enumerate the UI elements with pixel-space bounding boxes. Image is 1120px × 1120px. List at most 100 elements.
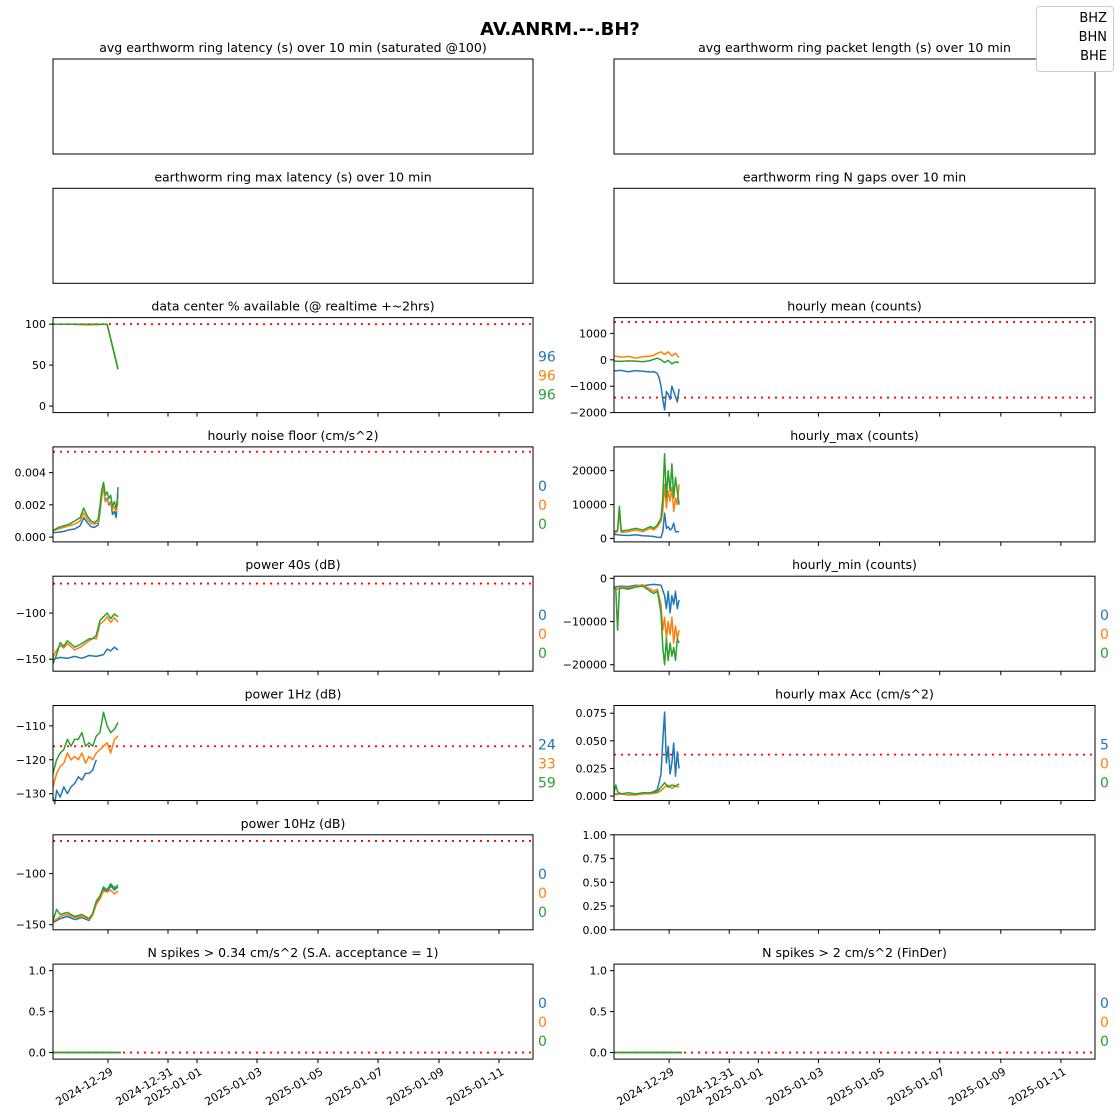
panel-spikes_034: N spikes > 0.34 cm/s^2 (S.A. acceptance … xyxy=(29,945,547,1108)
panel-pct_avail: data center % available (@ realtime +~2h… xyxy=(25,299,556,417)
x-tick-label: 2025-01-07 xyxy=(885,1065,947,1108)
panel-hourly_min: hourly_min (counts) −20000 −10000 0 0 0 0 xyxy=(563,557,1109,676)
series-line-bhn xyxy=(613,483,680,535)
series-line-bhz xyxy=(613,512,680,539)
series-line-bhe xyxy=(52,711,119,774)
side-value-bhz: 0 xyxy=(538,867,547,883)
y-tick-label: 0.25 xyxy=(583,900,608,913)
series-line-bhz xyxy=(613,369,680,411)
panel-title: data center % available (@ realtime +~2h… xyxy=(151,299,434,314)
panel-title: earthworm ring N gaps over 10 min xyxy=(743,169,966,184)
series-line-bhe xyxy=(613,357,680,365)
y-tick-label: −120 xyxy=(16,754,46,767)
panel-power_1hz: power 1Hz (dB) −130 −120 −110 24 33 59 xyxy=(16,687,556,805)
y-tick-label: 0.00 xyxy=(583,924,608,937)
panel-hourly_max_acc: hourly max Acc (cm/s^2) 0.000 0.025 0.050 0.… xyxy=(576,687,1109,805)
y-tick-label: −110 xyxy=(16,720,46,733)
panel-n_gaps: earthworm ring N gaps over 10 min xyxy=(613,169,1096,284)
series-line-bhz xyxy=(52,646,119,660)
x-tick-label: 2025-01-09 xyxy=(946,1065,1008,1108)
side-value-bhe: 0 xyxy=(538,1034,547,1050)
panel-power_10hz: power 10Hz (dB) −150 −100 0 0 0 xyxy=(16,816,547,934)
panel-frame xyxy=(52,187,534,284)
series-line-bhn xyxy=(613,584,680,644)
panel-frame xyxy=(52,575,534,672)
y-tick-label: 0 xyxy=(600,533,607,546)
panel-title: avg earthworm ring latency (s) over 10 m… xyxy=(99,40,486,55)
panel-frame xyxy=(613,58,1096,155)
y-tick-label: 20000 xyxy=(572,465,607,478)
panel-title: hourly_min (counts) xyxy=(792,557,917,572)
legend-label-bhz: BHZ xyxy=(1079,11,1107,26)
x-tick-label: 2025-01-05 xyxy=(825,1065,887,1108)
panel-avg_packet: avg earthworm ring packet length (s) ove… xyxy=(613,40,1096,155)
legend-label-bhe: BHE xyxy=(1080,49,1107,64)
panel-title: power 40s (dB) xyxy=(245,557,340,572)
y-tick-label: 0.025 xyxy=(576,762,608,775)
y-tick-label: −100 xyxy=(16,607,46,620)
panel-title: N spikes > 0.34 cm/s^2 (S.A. acceptance … xyxy=(147,945,438,960)
side-value-bhn: 0 xyxy=(1100,1015,1109,1031)
y-tick-label: 0.002 xyxy=(15,499,47,512)
panel-frame xyxy=(52,834,534,931)
series-line-bhz xyxy=(613,583,680,614)
side-value-bhn: 0 xyxy=(1100,757,1109,773)
panel-title: avg earthworm ring packet length (s) ove… xyxy=(698,40,1011,55)
panel-frame xyxy=(52,963,534,1060)
y-tick-label: −100 xyxy=(16,868,46,881)
x-tick-label: 2024-12-29 xyxy=(53,1065,115,1108)
side-value-bhn: 0 xyxy=(538,627,547,643)
x-tick-label: 2025-01-11 xyxy=(1006,1065,1068,1108)
y-tick-label: 100 xyxy=(25,318,46,331)
side-value-bhe: 0 xyxy=(538,517,547,533)
y-tick-label: −10000 xyxy=(563,616,607,629)
x-tick-label: 2025-01-03 xyxy=(202,1065,264,1108)
y-tick-label: 0.75 xyxy=(583,853,608,866)
panel-title: hourly noise floor (cm/s^2) xyxy=(208,428,379,443)
y-tick-label: 0.5 xyxy=(590,1006,608,1019)
side-value-bhe: 96 xyxy=(538,388,556,404)
panel-blank: 0.00 0.25 0.50 0.75 1.00 xyxy=(583,829,1096,937)
y-tick-label: −1000 xyxy=(570,380,607,393)
y-tick-label: 0.50 xyxy=(583,876,608,889)
y-tick-label: 0.075 xyxy=(576,707,608,720)
series-line-bhe xyxy=(613,782,680,795)
legend: BHZ BHN BHE xyxy=(1036,6,1114,72)
x-tick-label: 2025-01-07 xyxy=(323,1065,385,1108)
y-tick-label: 1.00 xyxy=(583,829,608,842)
series-line-bhn xyxy=(613,351,680,359)
panel-avg_latency: avg earthworm ring latency (s) over 10 m… xyxy=(52,40,534,155)
y-tick-label: 10000 xyxy=(572,499,607,512)
side-value-bhn: 33 xyxy=(538,757,556,773)
y-tick-label: 0.0 xyxy=(590,1047,608,1060)
series-line-bhz xyxy=(52,483,119,534)
panel-hourly_max: hourly_max (counts) 0 10000 20000 xyxy=(572,428,1096,546)
panel-frame xyxy=(613,963,1096,1060)
side-value-bhz: 0 xyxy=(538,996,547,1012)
y-tick-label: 1000 xyxy=(579,327,607,340)
y-tick-label: −150 xyxy=(16,919,46,932)
side-value-bhz: 0 xyxy=(1100,608,1109,624)
series-line-bhn xyxy=(52,616,119,658)
side-value-bhz: 0 xyxy=(538,608,547,624)
x-tick-label: 2025-01-03 xyxy=(764,1065,826,1108)
y-tick-label: 50 xyxy=(32,359,46,372)
panel-noise_floor: hourly noise floor (cm/s^2) 0.000 0.002 0.0… xyxy=(15,428,547,546)
y-tick-label: 0 xyxy=(600,572,607,585)
series-line-bhe xyxy=(53,323,119,370)
y-tick-label: 0.050 xyxy=(576,735,608,748)
panel-title: power 1Hz (dB) xyxy=(245,687,342,702)
panel-frame xyxy=(613,187,1096,284)
side-value-bhe: 0 xyxy=(538,646,547,662)
side-value-bhe: 0 xyxy=(1100,776,1109,792)
x-tick-label: 2024-12-29 xyxy=(615,1065,677,1108)
panel-hourly_mean: hourly mean (counts) −2000 −1000 0 1000 xyxy=(570,299,1096,420)
series-line-bhe xyxy=(613,452,680,533)
x-tick-label: 2025-01-05 xyxy=(263,1065,325,1108)
y-tick-label: 1.0 xyxy=(29,965,47,978)
series-line-bhe xyxy=(52,612,119,665)
panel-title: hourly mean (counts) xyxy=(787,299,921,314)
panel-max_latency: earthworm ring max latency (s) over 10 m… xyxy=(52,169,534,284)
side-value-bhn: 0 xyxy=(538,1015,547,1031)
